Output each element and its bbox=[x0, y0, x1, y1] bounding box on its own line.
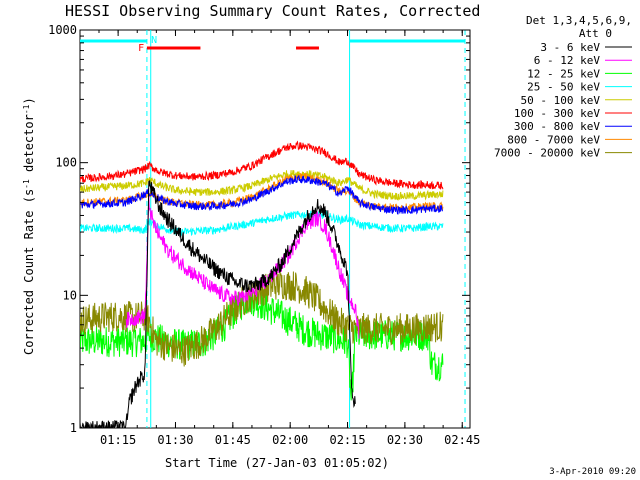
y-tick-label-1: 10 bbox=[63, 288, 77, 302]
x-tick-label-3: 02:00 bbox=[272, 433, 308, 447]
legend-entry-label-2: 12 - 25 keV bbox=[527, 67, 600, 80]
series-50-100-kev-line bbox=[80, 170, 444, 201]
x-tick-label-0: 01:15 bbox=[100, 433, 136, 447]
x-tick-label-5: 02:30 bbox=[387, 433, 423, 447]
y-axis-label-end: ) bbox=[22, 97, 36, 104]
status-bar-f-label: F bbox=[138, 43, 144, 54]
legend-entry-label-3: 25 - 50 keV bbox=[527, 81, 600, 94]
x-tick-label-1: 01:30 bbox=[157, 433, 193, 447]
series-12-25-kev-line bbox=[80, 286, 444, 401]
series-6-12-kev-line bbox=[125, 196, 360, 339]
series-100-300-kev-line bbox=[80, 140, 444, 190]
x-tick-label-2: 01:45 bbox=[215, 433, 251, 447]
series-3-6-kev-line bbox=[80, 180, 356, 428]
x-tick-label-6: 02:45 bbox=[444, 433, 480, 447]
legend-entry-label-0: 3 - 6 keV bbox=[540, 41, 600, 54]
series-300-800-kev-line bbox=[80, 174, 444, 215]
y-tick-label-3: 1000 bbox=[48, 23, 77, 37]
y-axis-label-sup2: -1 bbox=[22, 104, 31, 114]
x-tick-label-4: 02:15 bbox=[329, 433, 365, 447]
y-axis-label-sup1: -1 bbox=[22, 179, 31, 189]
x-axis-label: Start Time (27-Jan-03 01:05:02) bbox=[165, 456, 389, 470]
status-markers: NF bbox=[80, 35, 466, 54]
axes: 01:15 01:30 01:45 02:00 02:15 02:30 02:45 1 10 10… bbox=[48, 23, 480, 447]
plot-layer bbox=[80, 30, 466, 428]
y-tick-label-2: 100 bbox=[55, 156, 77, 170]
y-tick-label-0: 1 bbox=[70, 421, 77, 435]
legend-entry-label-4: 50 - 100 keV bbox=[521, 94, 601, 107]
series-25-50-kev-line bbox=[80, 209, 444, 238]
chart-title: HESSI Observing Summary Count Rates, Cor… bbox=[65, 2, 480, 20]
legend-entry-label-8: 7000 - 20000 keV bbox=[494, 147, 600, 160]
y-axis-label-mid: detector bbox=[22, 114, 36, 179]
legend-entry-label-7: 800 - 7000 keV bbox=[507, 133, 600, 146]
timestamp: 3-Apr-2010 09:20 bbox=[549, 467, 636, 477]
y-axis-label-main: Corrected Count Rate (s bbox=[22, 189, 36, 355]
y-axis-label: Corrected Count Rate (s-1 detector-1) bbox=[22, 97, 37, 355]
legend-header-line1: Det 1,3,4,5,6,9, bbox=[526, 14, 632, 27]
status-bar-n-label: N bbox=[151, 35, 157, 46]
legend-entry-label-6: 300 - 800 keV bbox=[514, 120, 600, 133]
legend-entry-label-5: 100 - 300 keV bbox=[514, 107, 600, 120]
legend-header-line2: Att 0 bbox=[579, 27, 612, 40]
legend-entry-label-1: 6 - 12 keV bbox=[534, 54, 601, 67]
